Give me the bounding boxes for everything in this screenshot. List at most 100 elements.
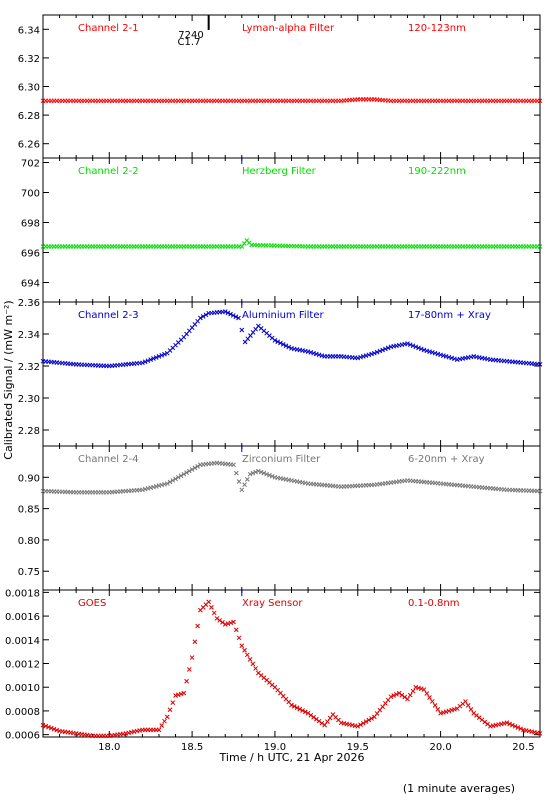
x-tick-label: 18.0: [98, 742, 120, 753]
y-tick-label: 2.36: [18, 298, 40, 309]
data-point: [156, 727, 162, 733]
y-tick-label: 2.32: [18, 362, 40, 373]
data-point: [159, 723, 165, 728]
data-point: [385, 345, 391, 351]
data-point: [167, 479, 173, 485]
y-tick-label: 702: [21, 159, 40, 170]
data-point: [416, 345, 421, 351]
data-point: [421, 687, 427, 692]
data-point: [247, 471, 253, 477]
data-point: [236, 315, 241, 321]
data-point: [256, 468, 261, 474]
data-point: [283, 343, 289, 349]
data-point: [181, 471, 187, 477]
data-point: [242, 647, 247, 653]
data-point: [435, 706, 441, 712]
data-point: [164, 481, 170, 486]
data-point: [537, 244, 543, 249]
data-point: [167, 707, 173, 713]
data-point: [267, 472, 272, 478]
x-tick-label: 19.0: [264, 742, 286, 753]
data-point: [54, 727, 60, 733]
data-point: [322, 722, 327, 728]
data-point: [170, 700, 176, 705]
data-point: [186, 468, 192, 474]
panel-label: 120-123nm: [408, 23, 466, 34]
data-point: [175, 474, 181, 480]
y-tick-label: 0.0014: [5, 636, 40, 647]
data-point: [429, 699, 435, 704]
data-point: [239, 487, 245, 493]
data-point: [377, 348, 383, 354]
data-point: [189, 655, 195, 660]
y-tick-label: 2.34: [18, 330, 40, 341]
x-tick-label: 20.0: [429, 742, 451, 753]
y-tick-label: 2.30: [18, 394, 40, 405]
data-point: [537, 731, 543, 736]
data-point: [297, 706, 303, 712]
data-point: [162, 351, 167, 357]
y-tick-label: 6.26: [18, 140, 40, 151]
y-tick-label: 0.0008: [5, 707, 40, 718]
data-point: [291, 704, 297, 709]
data-point: [186, 667, 192, 672]
y-tick-label: 0.0012: [5, 660, 40, 671]
data-point: [151, 356, 156, 361]
data-point: [214, 616, 220, 621]
data-point: [512, 723, 518, 729]
data-point: [515, 725, 521, 730]
data-point: [184, 470, 189, 475]
data-point: [355, 723, 361, 729]
marker-label-class: C1.7: [178, 37, 201, 48]
y-tick-label: 6.32: [18, 54, 40, 65]
y-tick-label: 0.0018: [5, 588, 40, 599]
data-point: [327, 715, 333, 721]
data-point: [413, 344, 419, 350]
data-point: [391, 693, 397, 698]
data-point: [289, 702, 294, 708]
panel-label: 17-80nm + Xray: [408, 310, 491, 321]
data-point: [46, 724, 51, 730]
data-point: [244, 477, 250, 482]
data-point: [504, 720, 510, 726]
data-point: [463, 699, 468, 704]
data-point: [253, 469, 258, 475]
data-point: [537, 98, 543, 104]
data-point: [228, 311, 233, 317]
data-point: [236, 635, 242, 641]
data-point: [294, 705, 300, 711]
data-point: [319, 720, 325, 726]
data-point: [250, 661, 256, 667]
data-point: [233, 627, 239, 633]
data-point: [233, 314, 239, 320]
data-point: [468, 706, 474, 712]
data-point: [537, 362, 543, 367]
data-point: [217, 618, 223, 623]
data-point: [371, 350, 377, 356]
y-tick-label: 698: [21, 219, 40, 230]
panel-label: Xray Sensor: [242, 598, 303, 609]
data-point: [278, 340, 283, 346]
y-axis-label: Calibrated Signal / (mW m⁻²): [2, 300, 15, 459]
data-point: [40, 722, 46, 728]
data-point: [192, 639, 198, 645]
data-point: [272, 338, 278, 343]
data-point: [427, 695, 432, 700]
data-point: [363, 719, 369, 724]
data-point: [510, 722, 515, 728]
data-point: [258, 469, 264, 475]
data-point: [164, 714, 170, 720]
data-point: [300, 708, 305, 713]
data-point: [308, 712, 314, 718]
data-point: [432, 703, 438, 708]
data-point: [181, 690, 187, 696]
data-point: [269, 473, 275, 479]
data-point: [195, 463, 200, 469]
data-point: [242, 482, 247, 487]
data-point: [405, 341, 410, 346]
marker-label-region: 7240: [178, 30, 203, 41]
data-point: [388, 694, 394, 700]
y-tick-label: 0.80: [18, 536, 40, 547]
y-tick-label: 0.85: [18, 505, 40, 516]
